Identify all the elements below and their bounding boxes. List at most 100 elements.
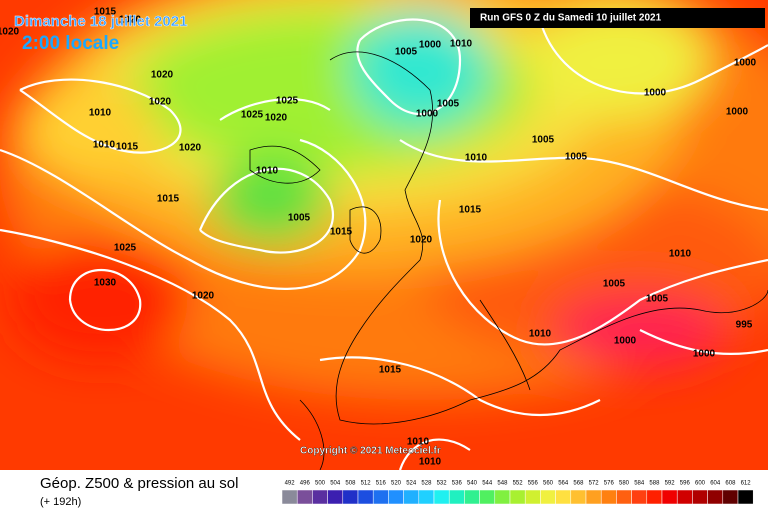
isobar-label: 1010 xyxy=(529,329,552,340)
scale-swatch xyxy=(661,489,678,505)
scale-swatch xyxy=(646,489,663,505)
scale-swatch xyxy=(388,489,404,505)
scale-label: 576 xyxy=(604,481,615,487)
scale-label: 608 xyxy=(725,481,736,487)
run-info: Run GFS 0 Z du Samedi 10 juillet 2021 xyxy=(480,13,662,24)
scale-label: 524 xyxy=(406,481,417,487)
scale-label: 604 xyxy=(710,481,721,487)
isobar-label: 1015 xyxy=(94,7,117,18)
scale-label: 592 xyxy=(665,481,676,487)
isobar-label: 1020 xyxy=(151,70,174,81)
scale-label: 520 xyxy=(391,481,402,487)
scale-label: 508 xyxy=(345,481,356,487)
scale-label: 512 xyxy=(361,481,372,487)
scale-swatch xyxy=(418,489,435,505)
scale-swatch xyxy=(372,489,389,505)
scale-swatch xyxy=(464,489,480,505)
scale-swatch xyxy=(494,489,511,505)
scale-label: 600 xyxy=(695,481,706,487)
z500-field xyxy=(0,0,768,470)
scale-label: 584 xyxy=(634,481,645,487)
isobar-label: 1015 xyxy=(330,227,353,238)
scale-label: 516 xyxy=(376,481,387,487)
scale-swatch xyxy=(692,489,708,505)
isobar-label: 1025 xyxy=(276,96,299,107)
scale-swatch xyxy=(448,489,465,505)
isobar-label: 1005 xyxy=(532,135,555,146)
isobar-label: 1010 xyxy=(450,39,473,50)
isobar-label: 1000 xyxy=(416,109,439,120)
scale-swatch xyxy=(570,489,587,505)
scale-label: 544 xyxy=(482,481,493,487)
scale-swatch xyxy=(509,489,526,505)
isobar-label: 1000 xyxy=(419,40,442,51)
scale-label: 612 xyxy=(741,481,752,487)
scale-label: 532 xyxy=(437,481,448,487)
scale-swatch xyxy=(433,489,450,505)
isobar-label: 1020 xyxy=(119,15,142,26)
scale-swatch xyxy=(722,489,739,505)
isobar-label: 1010 xyxy=(407,437,430,448)
isobar-label: 1010 xyxy=(89,108,112,119)
isobar-label: 1005 xyxy=(646,294,669,305)
scale-label: 540 xyxy=(467,481,478,487)
legend-subtitle: (+ 192h) xyxy=(40,496,81,508)
scale-swatch xyxy=(296,489,313,505)
scale-label: 556 xyxy=(528,481,539,487)
legend-title: Géop. Z500 & pression au sol xyxy=(40,475,238,492)
scale-label: 496 xyxy=(300,481,311,487)
scale-swatch xyxy=(479,489,496,505)
scale-swatch xyxy=(616,489,632,505)
color-scale: 492 496 500 504 508 512 516 520 524 528 532 536 540 5… xyxy=(281,481,754,505)
isobar-label: 1020 xyxy=(149,97,172,108)
isobar-label: 1005 xyxy=(603,279,626,290)
scale-swatch xyxy=(555,489,572,505)
scale-swatch xyxy=(737,489,754,505)
isobar-label: 1020 xyxy=(410,235,433,246)
scale-label: 504 xyxy=(330,481,341,487)
scale-label: 552 xyxy=(513,481,524,487)
isobar-label: 1025 xyxy=(114,243,137,254)
isobar-label: 1000 xyxy=(693,349,716,360)
isobar-label: 1020 xyxy=(179,143,202,154)
isobar-label: 995 xyxy=(736,320,753,331)
isobar-label: 1015 xyxy=(116,142,139,153)
scale-label: 588 xyxy=(649,481,660,487)
isobar-label: 1005 xyxy=(437,99,460,110)
coastlines xyxy=(249,51,768,471)
isobar-label: 1000 xyxy=(734,58,757,69)
isobar-label: 1005 xyxy=(565,152,588,163)
isobar-label: 1015 xyxy=(459,205,482,216)
isobar-label: 1005 xyxy=(288,213,311,224)
isobar-label: 1030 xyxy=(94,278,117,289)
copyright: Copyright © 2021 Meteociel.fr xyxy=(300,446,441,457)
isobar-labels: 1020101510201020102010101010101510251025… xyxy=(0,7,757,468)
isobar-label: 1000 xyxy=(644,88,667,99)
isobar-label: 1015 xyxy=(157,194,180,205)
scale-label: 564 xyxy=(558,481,569,487)
isobars xyxy=(0,18,768,471)
isobar-label: 1020 xyxy=(0,27,20,38)
scale-label: 560 xyxy=(543,481,554,487)
scale-swatch xyxy=(676,489,693,505)
scale-swatch xyxy=(312,489,328,505)
scale-swatch xyxy=(342,489,359,505)
isobar-label: 1000 xyxy=(726,107,749,118)
isobar-label: 1020 xyxy=(192,291,215,302)
scale-label: 548 xyxy=(497,481,508,487)
isobar-label: 1025 xyxy=(241,110,264,121)
scale-label: 596 xyxy=(680,481,691,487)
forecast-time: 2:00 locale xyxy=(22,33,119,54)
isobar-label: 1010 xyxy=(419,457,442,468)
scale-swatch xyxy=(540,489,556,505)
forecast-date: Dimanche 18 juillet 2021 xyxy=(14,13,187,30)
scale-label: 536 xyxy=(452,481,463,487)
isobar-label: 1020 xyxy=(265,113,288,124)
scale-label: 500 xyxy=(315,481,326,487)
isobar-label: 1010 xyxy=(256,166,279,177)
scale-swatch xyxy=(357,489,374,505)
scale-swatch xyxy=(403,489,420,505)
scale-swatch xyxy=(327,489,344,505)
